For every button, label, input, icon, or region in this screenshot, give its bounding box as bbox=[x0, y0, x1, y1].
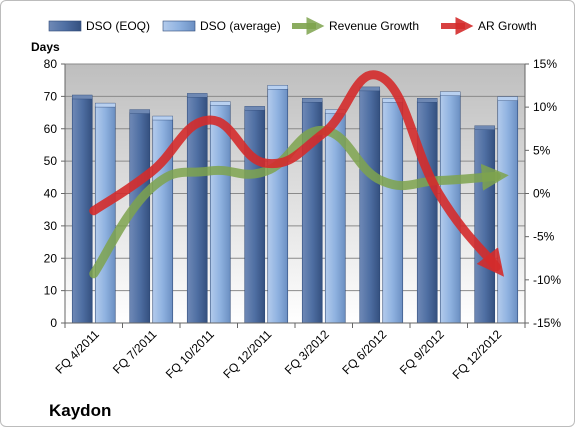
bar-cap bbox=[302, 98, 323, 103]
bar-cap bbox=[474, 125, 495, 130]
x-tick-label: FQ 10/2011 bbox=[163, 327, 217, 381]
bar-cap bbox=[244, 106, 265, 111]
bar-dso-average bbox=[209, 104, 231, 324]
x-tick-label: FQ 6/2012 bbox=[339, 327, 389, 377]
bar-cap bbox=[187, 93, 208, 98]
bar-dso-average bbox=[382, 100, 404, 324]
right-tick-label: -15% bbox=[533, 316, 561, 330]
bar-dso-eoq bbox=[416, 100, 438, 324]
bar-dso-eoq bbox=[244, 109, 266, 324]
legend-swatch-bar bbox=[162, 20, 196, 32]
left-axis-ticks: 0 10 20 30 40 50 60 70 80 bbox=[44, 57, 65, 330]
bar-dso-eoq bbox=[359, 89, 381, 324]
x-tick-label: FQ 4/2011 bbox=[53, 327, 103, 377]
ar-growth-line bbox=[89, 70, 505, 277]
right-tick-label: 10% bbox=[533, 100, 557, 114]
legend-label: DSO (average) bbox=[200, 19, 281, 33]
company-label: Kaydon bbox=[49, 401, 111, 420]
right-tick-label: -5% bbox=[533, 230, 555, 244]
bar-dso-eoq bbox=[129, 112, 151, 324]
bar-dso-average bbox=[267, 87, 289, 324]
right-tick-label: -10% bbox=[533, 273, 561, 287]
x-tick-label: FQ 12/2012 bbox=[450, 327, 505, 382]
left-tick-label: 70 bbox=[44, 89, 58, 103]
left-tick-label: 0 bbox=[50, 316, 57, 330]
bar-dso-eoq bbox=[71, 97, 93, 324]
bar-dso-average bbox=[94, 105, 116, 324]
bar-cap bbox=[440, 91, 461, 96]
legend-label: Revenue Growth bbox=[329, 19, 419, 33]
bar-dso-eoq bbox=[474, 128, 496, 324]
legend-label: DSO (EOQ) bbox=[86, 19, 150, 33]
x-tick-label: FQ 9/2012 bbox=[397, 327, 447, 377]
y-axis-label-left: Days bbox=[31, 40, 60, 54]
left-tick-label: 20 bbox=[44, 251, 58, 265]
x-tick-label: FQ 3/2012 bbox=[282, 327, 332, 377]
right-tick-label: 5% bbox=[533, 143, 551, 157]
right-axis-ticks: -15% -10% -5% 0% 5% 10% 15% bbox=[525, 57, 561, 330]
x-tick-label: FQ 7/2011 bbox=[110, 327, 160, 377]
bar-dso-average bbox=[497, 99, 519, 324]
legend: DSO (EOQ) DSO (average) Revenue Growth AR G… bbox=[48, 17, 537, 35]
lines-layer bbox=[89, 70, 509, 279]
revenue-growth-line bbox=[89, 125, 509, 279]
left-tick-label: 40 bbox=[44, 187, 58, 201]
left-tick-label: 60 bbox=[44, 122, 58, 136]
legend-label: AR Growth bbox=[478, 19, 537, 33]
right-tick-label: 0% bbox=[533, 187, 551, 201]
bar-cap bbox=[267, 85, 288, 90]
left-tick-label: 80 bbox=[44, 57, 58, 71]
x-axis-ticks: FQ 4/2011 FQ 7/2011 FQ 10/2011 FQ 12/2011 FQ… bbox=[53, 323, 526, 382]
bar-cap bbox=[129, 109, 150, 114]
bar-cap bbox=[497, 96, 518, 101]
bar-cap bbox=[152, 115, 173, 121]
left-tick-label: 10 bbox=[44, 284, 58, 298]
bar-cap bbox=[359, 86, 380, 92]
legend-swatch-bar bbox=[48, 20, 82, 32]
bar-cap bbox=[210, 101, 231, 106]
left-tick-label: 30 bbox=[44, 219, 58, 233]
bar-cap bbox=[417, 98, 438, 103]
bar-cap bbox=[72, 94, 93, 100]
right-tick-label: 15% bbox=[533, 57, 557, 71]
bar-cap bbox=[95, 102, 116, 108]
x-tick-label: FQ 12/2011 bbox=[220, 327, 274, 381]
left-tick-label: 50 bbox=[44, 154, 58, 168]
